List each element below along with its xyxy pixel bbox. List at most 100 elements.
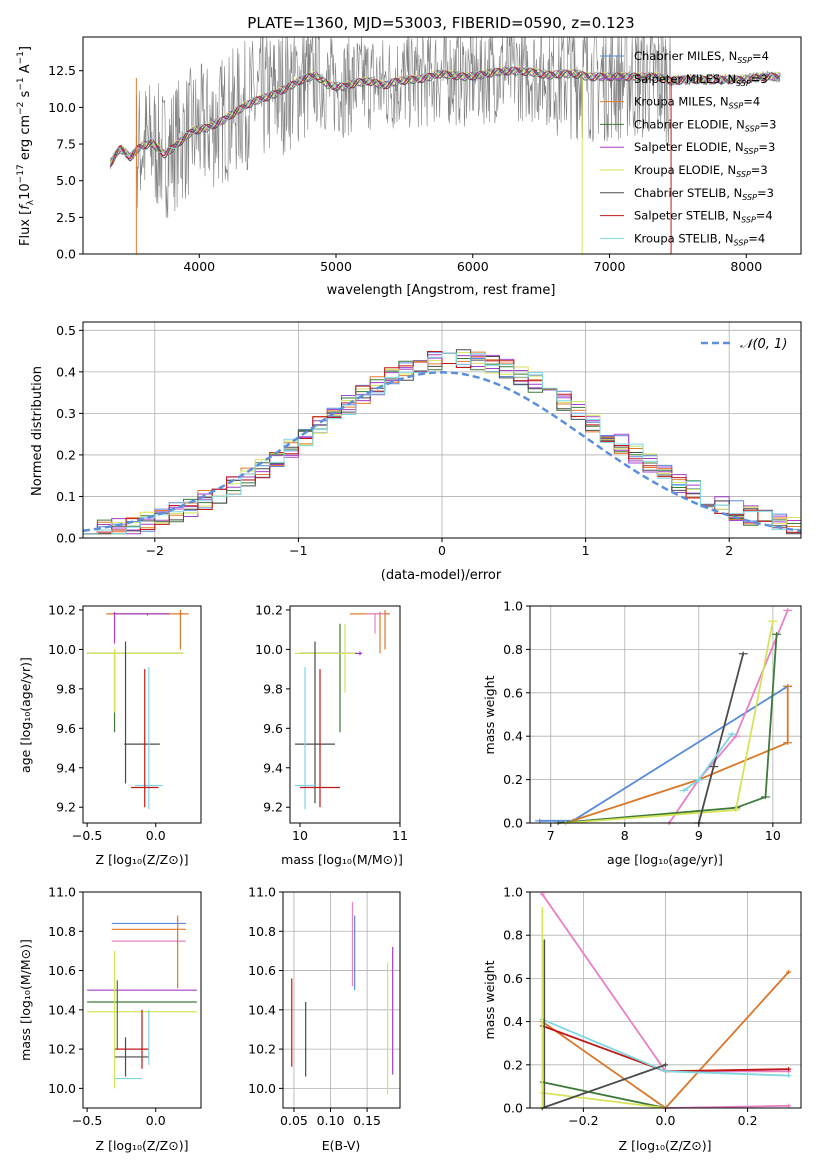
model-fit-5	[110, 65, 781, 162]
residuals-xtick-label-3: 1	[582, 543, 590, 558]
spectrum-legend-label-8: Kroupa STELIB, NSSP=4	[634, 231, 765, 247]
age-vs-z-marks	[87, 609, 189, 810]
spectrum-xtick-label-4: 8000	[730, 259, 762, 274]
spectrum-ytick-label-1: 2.5	[56, 210, 76, 225]
gauss-legend-label: 𝒩(0, 1)	[740, 337, 787, 352]
age-vs-mass-axes: 10 11 9.2 9.4 9.6 9.8 10.0 10.2	[255, 602, 408, 843]
age-vs-z-ytick-label-0: 9.2	[56, 800, 76, 815]
observed-spectrum	[110, 36, 781, 219]
mass-vs-z-ytick-label-3: 10.6	[48, 963, 76, 978]
spectrum-legend-label-2: Kroupa MILES, NSSP=4	[634, 95, 760, 111]
spectrum-legend-label-4-b: SSP	[744, 147, 759, 156]
spectrum-legend-label-6-b: SSP	[742, 193, 757, 202]
spectrum-ytick-label-4: 10.0	[48, 100, 76, 115]
spectrum-legend-label-0-c: =4	[752, 49, 769, 63]
weight-vs-age-ytick-label-1: 0.2	[503, 772, 523, 787]
spectrum-legend-label-1-a: Salpeter MILES, N	[634, 72, 736, 86]
age-vs-mass-ytick-label-1: 9.4	[263, 760, 283, 775]
spectrum-legend-label-3-b: SSP	[745, 124, 760, 133]
model-fit-6	[110, 67, 781, 167]
spectrum-xtick-label-0: 4000	[183, 259, 215, 274]
age-vs-z-axes: −0.5 0.0 9.2 9.4 9.6 9.8 10.0 10.2	[48, 602, 202, 843]
mass-vs-z-ytick-label-1: 10.2	[48, 1042, 76, 1057]
mass-vs-z-xtick-label-0: −0.5	[72, 1113, 102, 1128]
spectrum-legend: Chabrier MILES, NSSP=4 Salpeter MILES, N S…	[600, 49, 776, 247]
residual-xlabel: (data-model)/error	[381, 568, 502, 583]
residuals-xtick-label-2: 0	[438, 543, 446, 558]
mass-vs-z-ytick-label-2: 10.4	[48, 1002, 76, 1017]
weight-age-line-2	[668, 609, 789, 824]
spectrum-legend-label-8-b: SSP	[734, 238, 749, 247]
residuals-ytick-label-2: 0.2	[56, 447, 76, 462]
spectrum-ytick-label-3: 7.5	[56, 137, 76, 152]
weight-z-ylabel: mass weight	[482, 960, 497, 1039]
residuals-xtick-label-1: −1	[289, 543, 307, 558]
age-vs-mass-ytick-label-4: 10.0	[255, 642, 283, 657]
spectrum-title: PLATE=1360, MJD=53003, FIBERID=0590, z=0…	[247, 14, 634, 32]
spectrum-plot-area: 4000 5000 6000 7000 8000 0.0 2.5 5.0 7.5 10.0 12.5	[48, 36, 802, 274]
residuals-ytick-label-5: 0.5	[56, 323, 76, 338]
residuals-xtick-label-4: 2	[725, 543, 733, 558]
gauss-curve	[82, 371, 802, 532]
weight-vs-age-xtick-label-0: 7	[547, 828, 555, 843]
residuals-ytick-label-1: 0.1	[56, 489, 76, 504]
spectrum-legend-label-2-b: SSP	[729, 102, 744, 111]
spectrum-legend-label-4-a: Salpeter ELODIE, N	[634, 140, 744, 154]
mass-z-ylabel: mass [log₁₀(M/M⊙)]	[18, 939, 33, 1061]
mass-vs-ebv-ytick-label-5: 11.0	[248, 885, 276, 900]
spectrum-legend-label-3-c: =3	[760, 117, 777, 131]
mass-ebv-xlabel: E(B-V)	[322, 1138, 361, 1153]
mass-vs-z-axes: −0.5 0.0 10.0 10.2 10.4 10.6 10.8 11.0	[48, 885, 202, 1128]
spectrum-ytick-label-2: 5.0	[56, 173, 76, 188]
weight-vs-age-xtick-label-1: 8	[621, 828, 629, 843]
spectrum-legend-label-7-c: =4	[756, 209, 773, 223]
weight-age-line-1	[565, 686, 789, 824]
spectrum-legend-label-4-c: =3	[758, 140, 775, 154]
weight-z-line-5	[542, 1092, 666, 1109]
age-vs-mass-ytick-label-5: 10.2	[255, 602, 283, 617]
age-vs-mass-marks	[295, 609, 390, 810]
weight-vs-age-ytick-label-2: 0.4	[503, 729, 523, 744]
mass-vs-z-marks	[87, 915, 197, 1089]
weight-vs-age-xtick-label-3: 10	[765, 828, 781, 843]
spectrum-xtick-label-3: 7000	[594, 259, 626, 274]
weight-vs-z-ytick-label-3: 0.6	[503, 971, 523, 986]
weight-vs-z-ytick-label-1: 0.2	[503, 1057, 523, 1072]
weight-age-xlabel: age [log₁₀(age/yr)]	[607, 852, 723, 867]
spectrum-legend-label-8-c: =4	[748, 231, 765, 245]
spectrum-legend-label-6: Chabrier STELIB, NSSP=3	[634, 186, 774, 202]
weight-age-ylabel: mass weight	[482, 675, 497, 754]
spectrum-legend-label-7-a: Salpeter STELIB, N	[634, 209, 741, 223]
mass-vs-ebv-ytick-label-4: 10.8	[248, 924, 276, 939]
mass-vs-ebv-ytick-label-2: 10.4	[248, 1002, 276, 1017]
age-vs-z-ytick-label-2: 9.6	[56, 721, 76, 736]
mass-vs-ebv-frame	[282, 891, 401, 1109]
weight-vs-age-ytick-label-5: 1.0	[503, 599, 523, 614]
spectrum-legend-label-5-b: SSP	[736, 170, 751, 179]
mass-vs-ebv-xtick-label-1: 0.10	[317, 1113, 345, 1128]
mass-vs-ebv-xtick-label-2: 0.15	[353, 1113, 381, 1128]
residual-legend: 𝒩(0, 1)	[701, 337, 787, 352]
mass-vs-z-frame	[82, 891, 202, 1109]
mass-vs-ebv-xtick-label-0: 0.05	[280, 1113, 308, 1128]
age-vs-mass-frame	[289, 605, 401, 824]
weight-vs-age-frame	[529, 605, 802, 824]
spectrum-legend-label-5: Kroupa ELODIE, NSSP=3	[634, 163, 768, 179]
age-z-xlabel: Z [log₁₀(Z/Z⊙)]	[96, 852, 189, 867]
weight-vs-age-xtick-label-2: 9	[695, 828, 703, 843]
age-vs-z-ytick-label-5: 10.2	[48, 602, 76, 617]
spectrum-legend-label-7-b: SSP	[741, 216, 756, 225]
spectrum-legend-label-2-c: =4	[743, 95, 760, 109]
spectrum-legend-label-8-a: Kroupa STELIB, N	[634, 231, 734, 245]
spectrum-ytick-label-0: 0.0	[56, 247, 76, 262]
weight-vs-age-axes: 7 8 9 10 0.0 0.2 0.4 0.6 0.8 1.0	[503, 599, 802, 843]
weight-vs-z-ytick-label-4: 0.8	[503, 928, 523, 943]
spectrum-legend-label-0: Chabrier MILES, NSSP=4	[634, 49, 769, 65]
spectrum-xtick-label-1: 5000	[320, 259, 352, 274]
residuals-ytick-label-3: 0.3	[56, 406, 76, 421]
age-vs-z-ytick-label-3: 9.8	[56, 681, 76, 696]
weight-vs-z-ytick-label-5: 1.0	[503, 885, 523, 900]
age-vs-mass-xtick-label-0: 10	[292, 828, 308, 843]
spectrum-legend-label-3-a: Chabrier ELODIE, N	[634, 117, 745, 131]
spectrum-legend-label-3: Chabrier ELODIE, NSSP=3	[634, 117, 776, 133]
